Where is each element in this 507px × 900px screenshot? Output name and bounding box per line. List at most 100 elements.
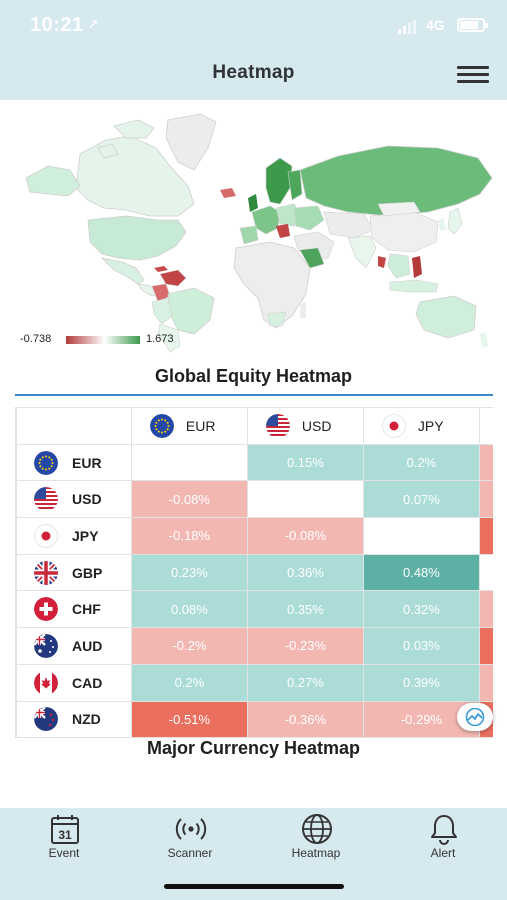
row-header-label: AUD	[72, 637, 103, 654]
map-region-madagascar	[300, 302, 306, 318]
bell-icon	[431, 815, 457, 845]
legend-min: -0.738	[20, 333, 52, 345]
world-equity-map[interactable]	[18, 108, 494, 353]
jp-flag-icon	[381, 413, 406, 438]
map-region-indonesia	[389, 279, 439, 293]
nav-event[interactable]: 31 Event	[4, 808, 124, 878]
column-header-label: USD	[301, 417, 332, 434]
table-row: JPY -0.18%-0.08% -0.45%	[16, 517, 493, 555]
column-header-gbp[interactable]: GBP	[478, 407, 493, 445]
map-region-se-asia	[387, 253, 411, 279]
globe-icon	[302, 814, 332, 844]
heatmap-cell[interactable]: 0.48%	[362, 553, 480, 592]
heatmap-cell[interactable]: 0.23%	[130, 553, 248, 592]
column-header-usd[interactable]: USD	[246, 407, 364, 445]
table-header-row: EUR USD JPY GBP	[16, 407, 493, 445]
cloud-chart-icon	[465, 708, 485, 726]
status-bar: 10:21 ➚ 4G	[0, 0, 507, 46]
map-region-south-africa	[267, 311, 287, 327]
table-row: CAD 0.2%0.27%0.39%-0.03%	[16, 663, 493, 702]
row-header-eur[interactable]: EUR	[16, 443, 132, 482]
heatmap-cell[interactable]: -0.45%	[478, 517, 493, 555]
heatmap-cell[interactable]: 0.39%	[362, 663, 480, 702]
heatmap-cell[interactable]: 0.32%	[362, 590, 480, 629]
calendar-day: 31	[58, 828, 72, 842]
status-time: 10:21	[30, 14, 84, 36]
column-header-eur[interactable]: EUR	[130, 407, 248, 445]
row-header-label: CHF	[72, 601, 101, 618]
heatmap-cell[interactable]: 0.08%	[130, 590, 248, 629]
heatmap-cell[interactable]: -0.17%	[478, 590, 493, 629]
heatmap-cell[interactable]: -0.18%	[130, 517, 248, 555]
heatmap-cell[interactable]: 0.2%	[362, 443, 480, 482]
map-region-greenland	[165, 113, 217, 171]
map-region-japan	[447, 207, 463, 235]
table-row: AUD -0.2%-0.23%0.03%-0.49%	[16, 627, 493, 665]
row-header-label: NZD	[72, 711, 101, 728]
nav-heatmap[interactable]: Heatmap	[256, 808, 376, 878]
nav-scanner[interactable]: Scanner	[130, 808, 250, 878]
map-region-central-asia	[323, 211, 375, 239]
heatmap-cell[interactable]: -0.51%	[130, 700, 248, 738]
legend-max: 1.673	[146, 333, 174, 345]
heatmap-cell[interactable]: -0.08%	[246, 517, 364, 555]
nav-alert-label: Alert	[430, 846, 456, 860]
row-header-cad[interactable]: CAD	[16, 663, 132, 702]
battery-icon	[457, 18, 488, 32]
map-region-peru	[151, 297, 173, 325]
heatmap-cell[interactable]: -0.08%	[130, 480, 248, 519]
table-row: USD -0.08% 0.07%-0.38%	[16, 480, 493, 519]
heatmap-cell[interactable]: 0.07%	[362, 480, 480, 519]
heatmap-cell[interactable]	[478, 553, 493, 592]
us-flag-icon	[265, 413, 290, 438]
row-header-chf[interactable]: CHF	[16, 590, 132, 629]
map-region-arctic-islands	[97, 119, 155, 159]
row-header-nzd[interactable]: NZD	[16, 700, 132, 738]
nav-scanner-label: Scanner	[167, 846, 213, 860]
au-flag-icon	[34, 633, 58, 658]
heatmap-cell[interactable]: -0.2%	[130, 627, 248, 665]
heatmap-cell[interactable]: 0.35%	[246, 590, 364, 629]
eu-flag-icon	[149, 413, 174, 438]
heatmap-cell[interactable]: -0.49%	[478, 627, 493, 665]
map-region-australia	[415, 295, 477, 339]
map-region-finland	[287, 169, 303, 201]
row-header-usd[interactable]: USD	[16, 480, 132, 519]
map-region-india	[347, 235, 377, 269]
column-header-label: JPY	[417, 417, 444, 434]
heatmap-cell[interactable]: -0.38%	[478, 480, 493, 519]
nav-alert[interactable]: Alert	[383, 808, 503, 878]
heatmap-cell[interactable]: -0.36%	[246, 700, 364, 738]
column-header-jpy[interactable]: JPY	[362, 407, 480, 445]
heatmap-cell[interactable]: -0.03%	[478, 663, 493, 702]
row-header-aud[interactable]: AUD	[16, 627, 132, 665]
heatmap-cell[interactable]: -0.21%	[478, 443, 493, 482]
map-region-thailand	[378, 256, 386, 268]
chart-widget-button[interactable]	[457, 703, 493, 731]
heatmap-cell[interactable]: -0.23%	[246, 627, 364, 665]
map-region-russia	[299, 145, 493, 217]
heatmap-cell[interactable]	[362, 517, 480, 555]
row-header-gbp[interactable]: GBP	[16, 553, 132, 592]
heatmap-cell[interactable]: 0.27%	[246, 663, 364, 702]
heatmap-cell[interactable]: 0.36%	[246, 553, 364, 592]
row-header-label: EUR	[72, 454, 102, 471]
heatmap-cell[interactable]	[246, 480, 364, 519]
row-header-label: GBP	[72, 564, 103, 581]
heatmap-cell[interactable]: 0.15%	[246, 443, 364, 482]
heatmap-cell[interactable]: 0.03%	[362, 627, 480, 665]
map-region-caribbean	[154, 266, 168, 272]
map-region-uk	[248, 194, 258, 212]
page-title: Heatmap	[212, 62, 295, 83]
map-region-philippines	[412, 256, 422, 278]
heatmap-cell[interactable]: 0.2%	[130, 663, 248, 702]
row-header-jpy[interactable]: JPY	[16, 517, 132, 555]
section-divider	[15, 394, 493, 396]
menu-button[interactable]	[457, 66, 489, 84]
heatmap-cell[interactable]	[130, 443, 248, 482]
currency-heatmap-table[interactable]: EURUSDJPYGBP EUR0.15%0.2%-0.21%USD-0.08%…	[15, 407, 493, 738]
map-region-central-america	[137, 283, 159, 297]
row-header-label: CAD	[72, 674, 103, 691]
map-region-alaska	[25, 165, 81, 197]
map-region-scandinavia	[265, 157, 293, 205]
